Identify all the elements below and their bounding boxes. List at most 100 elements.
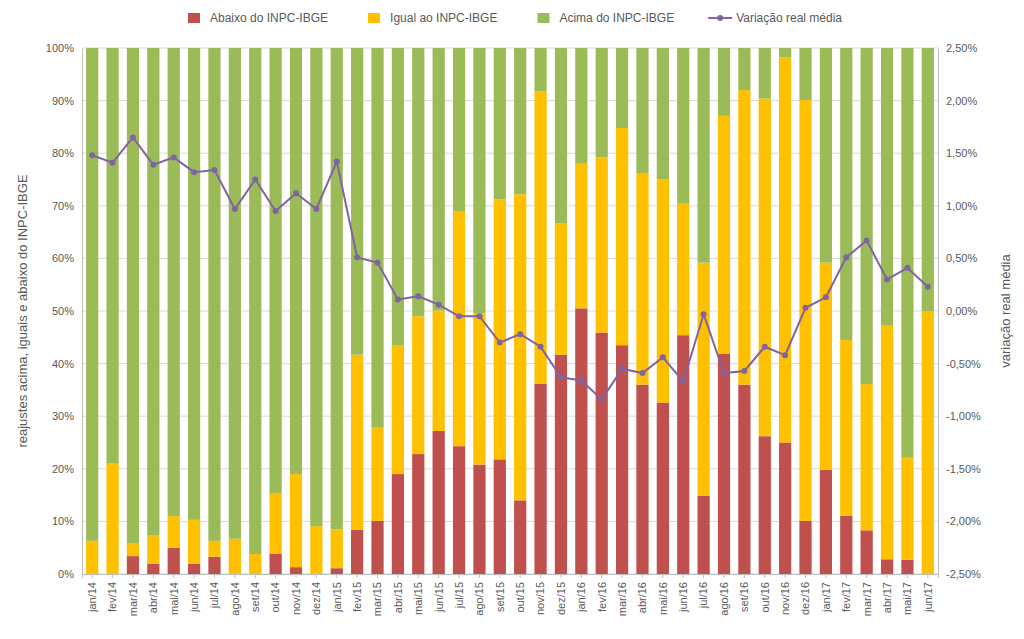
marker — [130, 134, 136, 140]
tick-label: out/15 — [514, 582, 526, 613]
tick-mark — [764, 574, 765, 578]
bar — [575, 308, 587, 574]
tick: jan/15 — [331, 574, 343, 613]
tick-label: 0% — [58, 568, 74, 580]
tick: 2,00% — [938, 95, 977, 107]
tick: 60% — [52, 252, 82, 264]
bar — [229, 48, 241, 539]
tick-label: 0,00% — [946, 305, 977, 317]
tick-mark — [275, 574, 276, 578]
marker — [884, 276, 890, 282]
bar — [861, 48, 873, 384]
bar — [433, 310, 445, 430]
bar — [433, 431, 445, 574]
tick-mark — [642, 574, 643, 578]
bar — [106, 463, 118, 574]
bar — [534, 384, 546, 574]
marker — [823, 294, 829, 300]
tick: jun/16 — [677, 574, 689, 613]
marker — [436, 302, 442, 308]
tick-label: 80% — [52, 147, 74, 159]
tick-label: 50% — [52, 305, 74, 317]
bar — [433, 48, 445, 310]
tick: set/14 — [249, 574, 261, 612]
bar — [188, 48, 200, 520]
tick: dez/15 — [555, 574, 567, 615]
tick-label: nov/14 — [290, 582, 302, 615]
tick-mark — [336, 574, 337, 578]
marker — [782, 352, 788, 358]
tick-mark — [927, 574, 928, 578]
marks — [86, 48, 934, 574]
tick-label: 1,00% — [946, 200, 977, 212]
bar — [371, 521, 383, 574]
marker — [619, 366, 625, 372]
axis-line — [82, 49, 83, 575]
tick: abr/14 — [147, 574, 159, 613]
tick-label: mar/17 — [861, 582, 873, 616]
tick: mai/14 — [168, 574, 180, 615]
bar — [901, 560, 913, 574]
tick-label: jun/15 — [433, 582, 445, 613]
tick-mark — [397, 574, 398, 578]
bar — [453, 48, 465, 211]
bar — [494, 199, 506, 459]
tick-label: 70% — [52, 200, 74, 212]
bar — [922, 311, 934, 574]
bar — [127, 48, 139, 543]
legend-label: Igual ao INPC-IBGE — [390, 11, 497, 25]
tick-label: 0,50% — [946, 252, 977, 264]
tick-label: 60% — [52, 252, 74, 264]
tick: out/15 — [514, 574, 526, 613]
bar — [331, 529, 343, 568]
marker — [415, 293, 421, 299]
legend-item: Igual ao INPC-IBGE — [368, 11, 497, 25]
tick-label: abr/16 — [636, 582, 648, 613]
tick-label: mar/16 — [616, 582, 628, 616]
tick-mark — [316, 574, 317, 578]
tick: jan/17 — [820, 574, 832, 613]
tick-mark — [622, 574, 623, 578]
tick-mark — [296, 574, 297, 578]
legend-label: Variação real média — [736, 11, 842, 25]
tick-label: mai/16 — [657, 582, 669, 615]
marker — [293, 190, 299, 196]
bar — [555, 355, 567, 574]
bar — [799, 48, 811, 100]
y2-axis: -2,50%-2,00%-1,50%-1,00%-0,50%0,00%0,50%… — [938, 42, 981, 580]
bar — [473, 313, 485, 464]
tick-label: abr/14 — [147, 582, 159, 613]
legend-item: Abaixo do INPC-IBGE — [188, 11, 328, 25]
tick-mark — [540, 574, 541, 578]
tick: mar/16 — [616, 574, 628, 616]
legend-swatch — [368, 13, 380, 23]
tick: -0,50% — [938, 358, 981, 370]
bar — [331, 568, 343, 574]
tick: out/14 — [269, 574, 281, 613]
marker — [395, 296, 401, 302]
tick-mark — [744, 574, 745, 578]
tick: abr/17 — [881, 574, 893, 613]
tick: mar/17 — [861, 574, 873, 616]
tick-mark — [112, 574, 113, 578]
tick-mark — [418, 574, 419, 578]
bar — [657, 403, 669, 574]
tick: -2,50% — [938, 568, 981, 580]
marker — [701, 311, 707, 317]
bar — [392, 474, 404, 574]
marker — [191, 169, 197, 175]
bar — [636, 385, 648, 574]
tick: 0,00% — [938, 305, 977, 317]
bar — [738, 385, 750, 574]
bar — [290, 567, 302, 574]
legend-swatch — [717, 15, 723, 21]
legend-item: Variação real média — [708, 11, 842, 25]
bar — [901, 458, 913, 560]
bar — [799, 100, 811, 521]
tick: jun/17 — [922, 574, 934, 613]
bar — [168, 516, 180, 548]
tick: nov/14 — [290, 574, 302, 615]
tick-label: ago/16 — [718, 582, 730, 616]
tick-label: jun/14 — [188, 582, 200, 613]
bar — [494, 48, 506, 199]
